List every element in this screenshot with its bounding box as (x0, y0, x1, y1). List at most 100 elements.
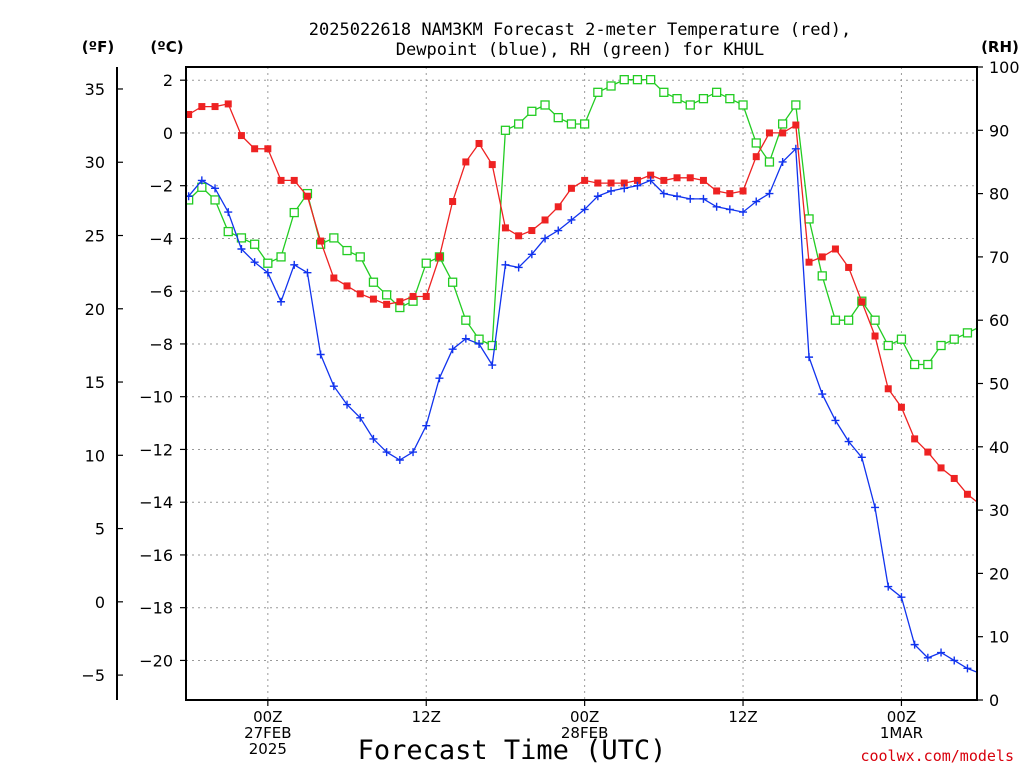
dewpoint-point (329, 382, 338, 391)
temperature-point (805, 258, 813, 266)
rh-point (659, 87, 669, 97)
rh-point (764, 157, 775, 167)
rh-point (843, 315, 854, 325)
rh-point (962, 328, 973, 338)
rh-point (487, 340, 497, 351)
dewpoint-point (303, 268, 312, 277)
temperature-point (977, 501, 984, 508)
rh-point (870, 315, 880, 325)
time-tick-label: 00Z (887, 708, 916, 726)
dewpoint-point (673, 192, 682, 201)
dewpoint-point (620, 184, 629, 193)
dewpoint-point (422, 421, 431, 430)
dewpoint-point (435, 374, 444, 383)
celsius-axis-label: (ºC) (150, 38, 183, 56)
temperature-point (594, 179, 602, 187)
time-tick-label: 00Z (253, 708, 282, 726)
rh-point (579, 119, 590, 129)
temperature-point (765, 129, 773, 137)
dewpoint-point (448, 345, 457, 354)
fahrenheit-tick-label: 30 (85, 153, 105, 172)
rh-point (527, 106, 537, 116)
dewpoint-point (290, 260, 299, 269)
fahrenheit-tick-label: 10 (85, 446, 105, 465)
temperature-point (383, 300, 391, 308)
rh-point (593, 87, 603, 97)
dewpoint-point (382, 448, 391, 457)
temperature-point (713, 187, 721, 195)
rh-axis-label: (RH) (981, 38, 1019, 56)
temperature-point (356, 290, 364, 298)
temperature-point (633, 176, 641, 184)
temperature-point (317, 237, 325, 245)
dewpoint-point (237, 244, 246, 253)
temperature-point (211, 103, 219, 111)
chart-title-line2: Dewpoint (blue), RH (green) for KHUL (396, 40, 764, 60)
series-layer (186, 75, 984, 675)
temperature-point (818, 253, 826, 261)
rh-point (936, 340, 946, 351)
rh-tick-label: 60 (989, 311, 1009, 330)
temperature-point (950, 474, 958, 482)
chart-title-line1: 2025022618 NAM3KM Forecast 2-meter Tempe… (309, 20, 851, 40)
dewpoint-point (607, 186, 616, 195)
dewpoint-point (884, 582, 893, 591)
fahrenheit-tick-label: 20 (85, 300, 105, 319)
rh-point (632, 75, 643, 85)
celsius-tick-label: −18 (139, 599, 173, 618)
rh-tick-label: 10 (989, 628, 1009, 647)
fahrenheit-axis-label: (ºF) (82, 38, 114, 56)
temperature-point (435, 253, 443, 261)
dewpoint-point (580, 205, 589, 214)
dewpoint-point (461, 334, 470, 343)
fahrenheit-axis: 35 30 25 20 15 10 5 0 −5 (81, 67, 123, 700)
rh-point (210, 195, 220, 205)
dewpoint-point (211, 184, 220, 193)
fahrenheit-tick-label: 0 (95, 593, 105, 612)
dewpoint-point (910, 640, 919, 649)
celsius-tick-label: −12 (139, 440, 173, 459)
temperature-point (726, 190, 734, 198)
dewpoint-point (409, 448, 418, 457)
temperature-point (871, 332, 879, 340)
dewpoint-point (369, 434, 378, 443)
temperature-point (937, 464, 945, 472)
dewpoint-point (316, 350, 325, 359)
temperature-point (884, 385, 892, 393)
credit-link[interactable]: coolwx.com/models (860, 747, 1014, 765)
temperature-point (620, 179, 628, 187)
temperature-point (186, 110, 193, 118)
rh-tick-label: 50 (989, 375, 1009, 394)
time-tick-label: 2025 (249, 740, 287, 758)
temperature-point (567, 184, 575, 192)
dewpoint-point (844, 437, 853, 446)
dewpoint-point (395, 455, 404, 464)
dewpoint-point (593, 192, 602, 201)
dewpoint-point (963, 664, 972, 673)
temperature-point (462, 158, 470, 166)
rh-point (461, 315, 471, 325)
temperature-point (449, 198, 457, 206)
dewpoint-point (699, 194, 708, 203)
celsius-tick-label: 0 (163, 124, 173, 143)
rh-point (263, 258, 273, 268)
rh-point (949, 334, 959, 344)
dewpoint-point (752, 197, 761, 206)
rh-point (883, 340, 893, 351)
dewpoint-point (554, 226, 563, 235)
dewpoint-point (514, 263, 523, 272)
dewpoint-point (950, 656, 959, 665)
temperature-point (686, 174, 694, 182)
temperature-point (554, 203, 562, 211)
temperature-point (303, 192, 311, 200)
celsius-tick-label: −4 (149, 229, 173, 248)
dewpoint-line (188, 147, 977, 673)
rh-tick-label: 100 (989, 58, 1020, 77)
rh-tick-label: 40 (989, 438, 1009, 457)
rh-point (606, 81, 616, 91)
celsius-tick-label: 2 (163, 71, 173, 90)
dewpoint-point (818, 390, 827, 399)
dewpoint-point (725, 205, 734, 214)
temperature-point (911, 435, 919, 443)
rh-point (685, 100, 695, 110)
